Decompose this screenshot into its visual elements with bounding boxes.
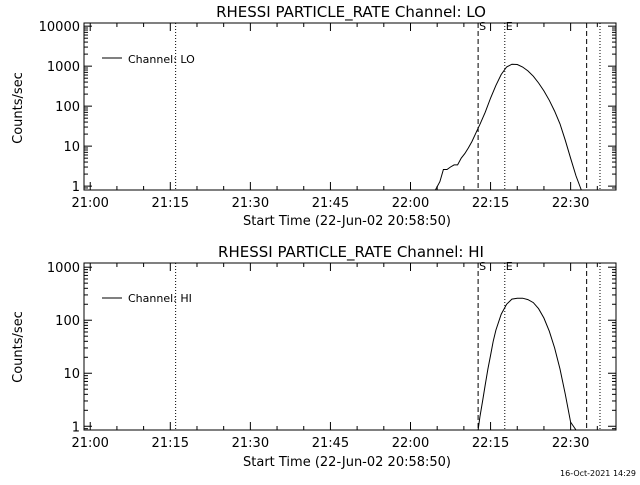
y-tick-label: 10 xyxy=(63,140,80,155)
panel-lo: RHESSI PARTICLE_RATE Channel: LO Start T… xyxy=(11,3,617,229)
y-tick-label: 10000 xyxy=(39,20,80,35)
x-tick-label: 21:00 xyxy=(71,196,108,211)
x-tick-label: 21:15 xyxy=(152,436,189,451)
marker-label: E xyxy=(506,20,513,33)
y-axis-label: Counts/sec xyxy=(11,311,26,383)
y-tick-label: 1 xyxy=(72,180,80,195)
marker-label: S xyxy=(479,20,486,33)
chart-title: RHESSI PARTICLE_RATE Channel: HI xyxy=(218,243,484,262)
x-axis-label: Start Time (22-Jun-02 20:58:50) xyxy=(243,455,451,470)
plot-frame xyxy=(83,22,617,191)
chart-title: RHESSI PARTICLE_RATE Channel: LO xyxy=(216,3,486,22)
footer-timestamp: 16-Oct-2021 14:29 xyxy=(560,469,636,478)
legend-label: Channel: LO xyxy=(128,53,195,66)
x-tick-label: 22:00 xyxy=(392,196,429,211)
y-tick-label: 10 xyxy=(63,367,80,382)
x-tick-label: 22:15 xyxy=(472,196,509,211)
y-tick-label: 1000 xyxy=(47,261,80,276)
marker-label: E xyxy=(506,260,513,273)
series-line xyxy=(434,63,582,191)
y-axis-label: Counts/sec xyxy=(11,72,26,144)
y-tick-label: 1 xyxy=(72,420,80,435)
x-tick-label: 22:30 xyxy=(552,436,589,451)
series-line xyxy=(477,297,577,431)
plot-frame xyxy=(83,262,617,431)
y-tick-label: 100 xyxy=(55,100,80,115)
legend-label: Channel: HI xyxy=(128,292,192,305)
x-tick-label: 21:45 xyxy=(312,436,349,451)
x-tick-label: 22:15 xyxy=(472,436,509,451)
x-axis-label: Start Time (22-Jun-02 20:58:50) xyxy=(243,214,451,229)
x-tick-label: 21:30 xyxy=(232,436,269,451)
x-tick-label: 21:45 xyxy=(312,196,349,211)
marker-label: S xyxy=(479,260,486,273)
y-tick-label: 100 xyxy=(55,314,80,329)
x-tick-label: 21:15 xyxy=(152,196,189,211)
y-tick-label: 1000 xyxy=(47,60,80,75)
x-tick-label: 21:00 xyxy=(71,436,108,451)
panel-hi: RHESSI PARTICLE_RATE Channel: HI Start T… xyxy=(11,243,617,470)
x-tick-label: 22:30 xyxy=(552,196,589,211)
x-tick-label: 21:30 xyxy=(232,196,269,211)
x-tick-label: 22:00 xyxy=(392,436,429,451)
